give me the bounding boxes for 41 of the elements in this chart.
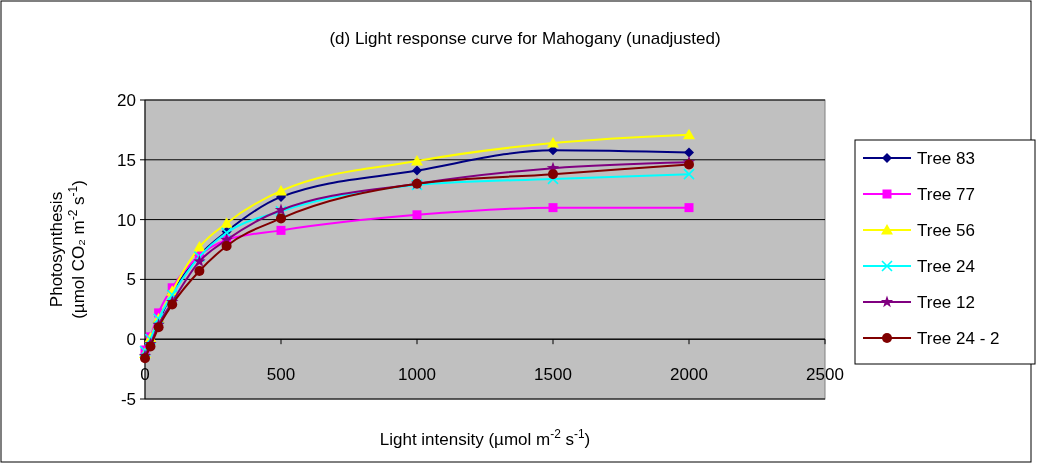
point — [276, 213, 286, 224]
point — [412, 210, 422, 220]
y-tick-label: 15 — [117, 150, 136, 170]
point — [684, 203, 694, 213]
legend-label: Tree 56 — [917, 220, 975, 240]
point — [548, 203, 558, 213]
point — [275, 184, 287, 196]
y-tick-label: 5 — [126, 270, 136, 290]
legend-label: Tree 24 - 2 — [917, 328, 1000, 348]
point — [547, 137, 559, 148]
point — [548, 169, 558, 180]
point — [145, 341, 156, 352]
point — [683, 128, 695, 140]
point — [220, 217, 233, 228]
point — [140, 353, 150, 364]
point — [193, 241, 206, 252]
point — [194, 266, 205, 277]
point — [683, 168, 695, 180]
x-tick-label: 2000 — [670, 365, 708, 385]
point — [193, 254, 206, 267]
x-tick-label: 1000 — [398, 365, 436, 385]
point — [167, 299, 178, 310]
x-tick-label: 500 — [266, 365, 296, 385]
y-tick-label: 20 — [117, 90, 136, 110]
y-tick-label: -5 — [120, 389, 136, 409]
point — [221, 240, 232, 251]
y-tick-label: 10 — [117, 210, 136, 230]
x-axis-title: Light intensity (µmol m$^{-2}$ s$^{-1}$) — [379, 427, 591, 449]
x-tick-label: 2500 — [806, 365, 844, 385]
point — [684, 147, 694, 158]
point — [153, 322, 164, 333]
point — [276, 225, 286, 235]
chart-title: (d) Light response curve for Mahogany (unadjusted) — [329, 29, 721, 48]
legend-label: Tree 24 — [917, 256, 975, 276]
legend-label: Tree 83 — [917, 148, 975, 168]
point — [684, 159, 694, 170]
point — [412, 165, 422, 176]
x-tick-label: 1500 — [534, 365, 572, 385]
legend-label: Tree 12 — [917, 292, 975, 312]
y-tick-label: 0 — [126, 330, 136, 350]
legend-label: Tree 77 — [917, 184, 975, 204]
